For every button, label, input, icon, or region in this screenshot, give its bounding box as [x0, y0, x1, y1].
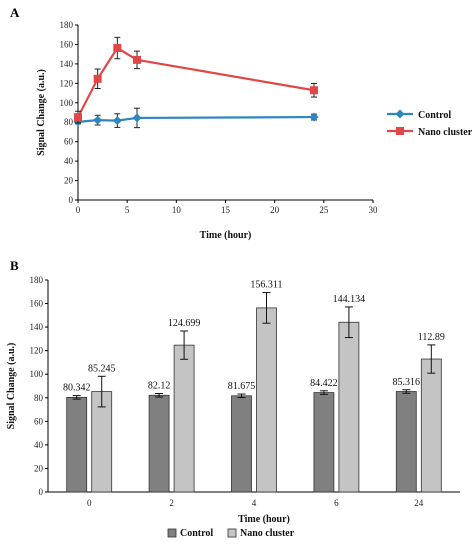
bar-nano-cluster: 156.311 [250, 280, 283, 493]
data-point [93, 115, 103, 125]
line-chart: 0 20 40 60 80 100 120 140 160 180 0 5 10 15 20 25 30 Time… [36, 20, 472, 241]
y-tick-label: 0 [39, 487, 44, 497]
bar [338, 321, 360, 493]
y-tick-label: 120 [30, 346, 44, 356]
y-tick-label: 180 [60, 20, 74, 30]
panel-a-label: A [10, 5, 20, 20]
x-tick-label: 24 [414, 498, 424, 508]
y-axis-title: Signal Change (a.u.) [6, 343, 17, 430]
y-tick-label: 100 [60, 98, 74, 108]
y-tick-label: 40 [64, 156, 74, 166]
bar [148, 394, 170, 493]
x-tick-label: 4 [252, 498, 257, 508]
series-line [77, 115, 315, 123]
legend-swatch [167, 528, 177, 538]
bar-nano-cluster: 112.89 [418, 332, 445, 493]
bar-control: 81.675 [228, 381, 256, 493]
x-axis-title: Time (hour) [238, 514, 290, 525]
data-point [132, 113, 142, 123]
legend-label: Nano cluster [418, 127, 472, 138]
bar-nano-cluster: 144.134 [333, 294, 366, 493]
data-label: 144.134 [333, 294, 366, 305]
bar [256, 307, 277, 493]
legend-label: Control [180, 528, 213, 539]
bar-nano-cluster: 124.699 [168, 318, 201, 493]
series-line [77, 46, 315, 118]
data-point [133, 55, 141, 64]
data-point [113, 44, 122, 53]
x-tick-label: 2 [169, 498, 174, 508]
bar-nano-cluster: 85.245 [88, 363, 116, 493]
y-axis-title: Signal Change (a.u.) [36, 69, 47, 156]
y-tick-label: 180 [30, 275, 44, 285]
x-tick-label: 5 [125, 205, 130, 215]
bar [66, 396, 88, 493]
x-axis-title: Time (hour) [200, 230, 252, 241]
legend-swatch [227, 528, 237, 538]
y-tick-label: 60 [34, 416, 44, 426]
y-tick-label: 100 [30, 369, 44, 379]
bar-control: 80.342 [63, 383, 91, 493]
legend-marker [396, 127, 404, 135]
y-tick-label: 40 [34, 440, 44, 450]
data-point [310, 86, 318, 95]
panel-b-label: B [10, 258, 19, 273]
bar [231, 395, 252, 493]
bar [395, 391, 417, 493]
y-tick-label: 0 [69, 195, 74, 205]
x-tick-label: 25 [319, 205, 329, 215]
bar [313, 392, 335, 493]
y-tick-label: 20 [64, 176, 74, 186]
legend-label: Control [418, 110, 451, 121]
series-nano-cluster [74, 36, 318, 124]
data-label: 85.245 [88, 363, 116, 374]
y-tick-label: 160 [60, 39, 74, 49]
data-point [112, 116, 122, 126]
x-tick-label: 10 [172, 205, 182, 215]
y-tick-label: 80 [34, 393, 44, 403]
data-label: 80.342 [63, 383, 91, 394]
bar [173, 344, 195, 493]
legend: Control Nano cluster [387, 109, 472, 138]
bar-control: 84.422 [310, 378, 338, 493]
x-tick-label: 20 [270, 205, 280, 215]
y-tick-label: 140 [60, 59, 74, 69]
data-label: 124.699 [168, 318, 201, 329]
x-tick-label: 15 [221, 205, 231, 215]
bar-control: 85.316 [393, 377, 421, 493]
series-control [73, 107, 319, 129]
data-label: 84.422 [310, 378, 338, 389]
y-tick-label: 60 [64, 137, 74, 147]
y-tick-label: 80 [64, 117, 74, 127]
x-tick-label: 0 [76, 205, 81, 215]
y-tick-label: 20 [34, 463, 44, 473]
bar-control: 82.12 [148, 381, 171, 493]
data-point [93, 74, 102, 83]
legend: Control Nano cluster [167, 528, 295, 539]
y-tick-label: 120 [60, 78, 74, 88]
data-label: 156.311 [250, 280, 282, 291]
data-point [74, 113, 82, 122]
y-tick-label: 140 [30, 322, 44, 332]
data-label: 82.12 [148, 381, 171, 392]
bar [420, 358, 442, 493]
data-label: 81.675 [228, 381, 256, 392]
x-tick-label: 6 [334, 498, 339, 508]
x-tick-label: 30 [369, 205, 379, 215]
legend-label: Nano cluster [240, 528, 295, 539]
legend-marker [395, 109, 405, 119]
data-label: 85.316 [393, 377, 421, 388]
data-point [309, 112, 319, 122]
x-tick-label: 0 [87, 498, 92, 508]
data-label: 112.89 [418, 332, 445, 343]
y-tick-label: 160 [30, 299, 44, 309]
bar-chart: 0 20 40 60 80 100 120 140 160 180 0 80.342 85.245 2 82… [6, 275, 460, 539]
